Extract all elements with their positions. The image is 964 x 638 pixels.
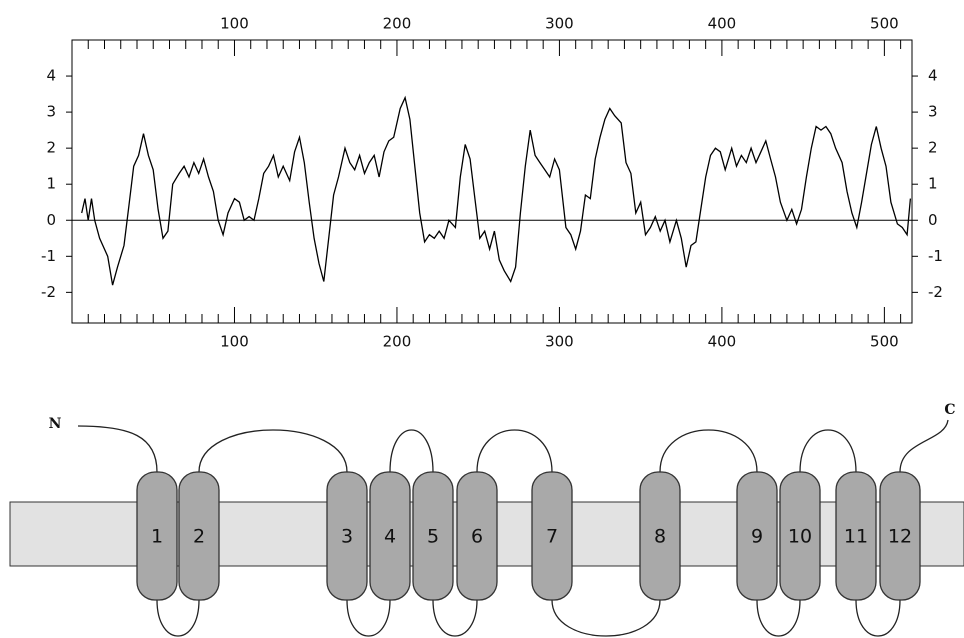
loop [476,429,553,473]
helix [639,471,681,601]
helix [779,471,821,601]
y-tick-label: 3 [46,103,56,121]
helix-label: 5 [427,526,439,548]
x-tick-label: 500 [870,15,899,33]
loop [799,429,857,473]
helix-label: 2 [193,526,205,548]
helix-label: 11 [844,526,868,548]
c-terminus [899,419,949,473]
y-tick-label: 0 [46,211,56,229]
x-tick-label: 500 [870,333,899,351]
helix-label: 8 [654,526,666,548]
loop [659,429,758,473]
loop [855,599,901,637]
y-tick-label: -1 [41,247,56,265]
data-line [81,95,912,286]
helix [531,471,573,601]
loop [756,599,801,637]
helix-label: 1 [151,526,163,548]
x-tick-label: 400 [708,333,737,351]
y-tick-label: 0 [928,211,938,229]
y-tick-label: 2 [46,139,56,157]
loop [346,599,391,637]
x-tick-label: 100 [220,15,249,33]
x-tick-label: 400 [708,15,737,33]
n-label: N [49,416,62,432]
y-tick-label: 4 [928,67,938,85]
y-tick-label: 3 [928,103,938,121]
helix [456,471,498,601]
helix-label: 12 [888,526,912,548]
helix-label: 4 [384,526,396,548]
helix [736,471,778,601]
loop [551,599,661,637]
x-tick-label: 300 [545,333,574,351]
y-tick-label: 1 [928,175,938,193]
x-tick-label: 200 [383,15,412,33]
helix [412,471,454,601]
helix-label: 10 [788,526,812,548]
loop [432,599,478,637]
helix-label: 7 [546,526,558,548]
y-tick-label: 4 [46,67,56,85]
helix [369,471,411,601]
helix-label: 6 [471,526,483,548]
loops [77,419,949,637]
helix [178,471,220,601]
y-tick-label: -1 [928,247,943,265]
x-tick-label: 100 [220,333,249,351]
helix [326,471,368,601]
loop [198,429,348,473]
y-tick-label: -2 [41,283,56,301]
helix-label: 9 [751,526,763,548]
y-tick-label: -2 [928,283,943,301]
helix [879,471,921,601]
y-tick-label: 2 [928,139,938,157]
helix-label: 3 [341,526,353,548]
loop [389,429,434,473]
helix [835,471,877,601]
plot-frame [71,39,913,324]
loop [156,599,200,637]
helix [136,471,178,601]
c-label: C [944,402,955,418]
x-tick-label: 300 [545,15,574,33]
y-tick-label: 1 [46,175,56,193]
x-tick-label: 200 [383,333,412,351]
n-terminus [77,425,158,473]
